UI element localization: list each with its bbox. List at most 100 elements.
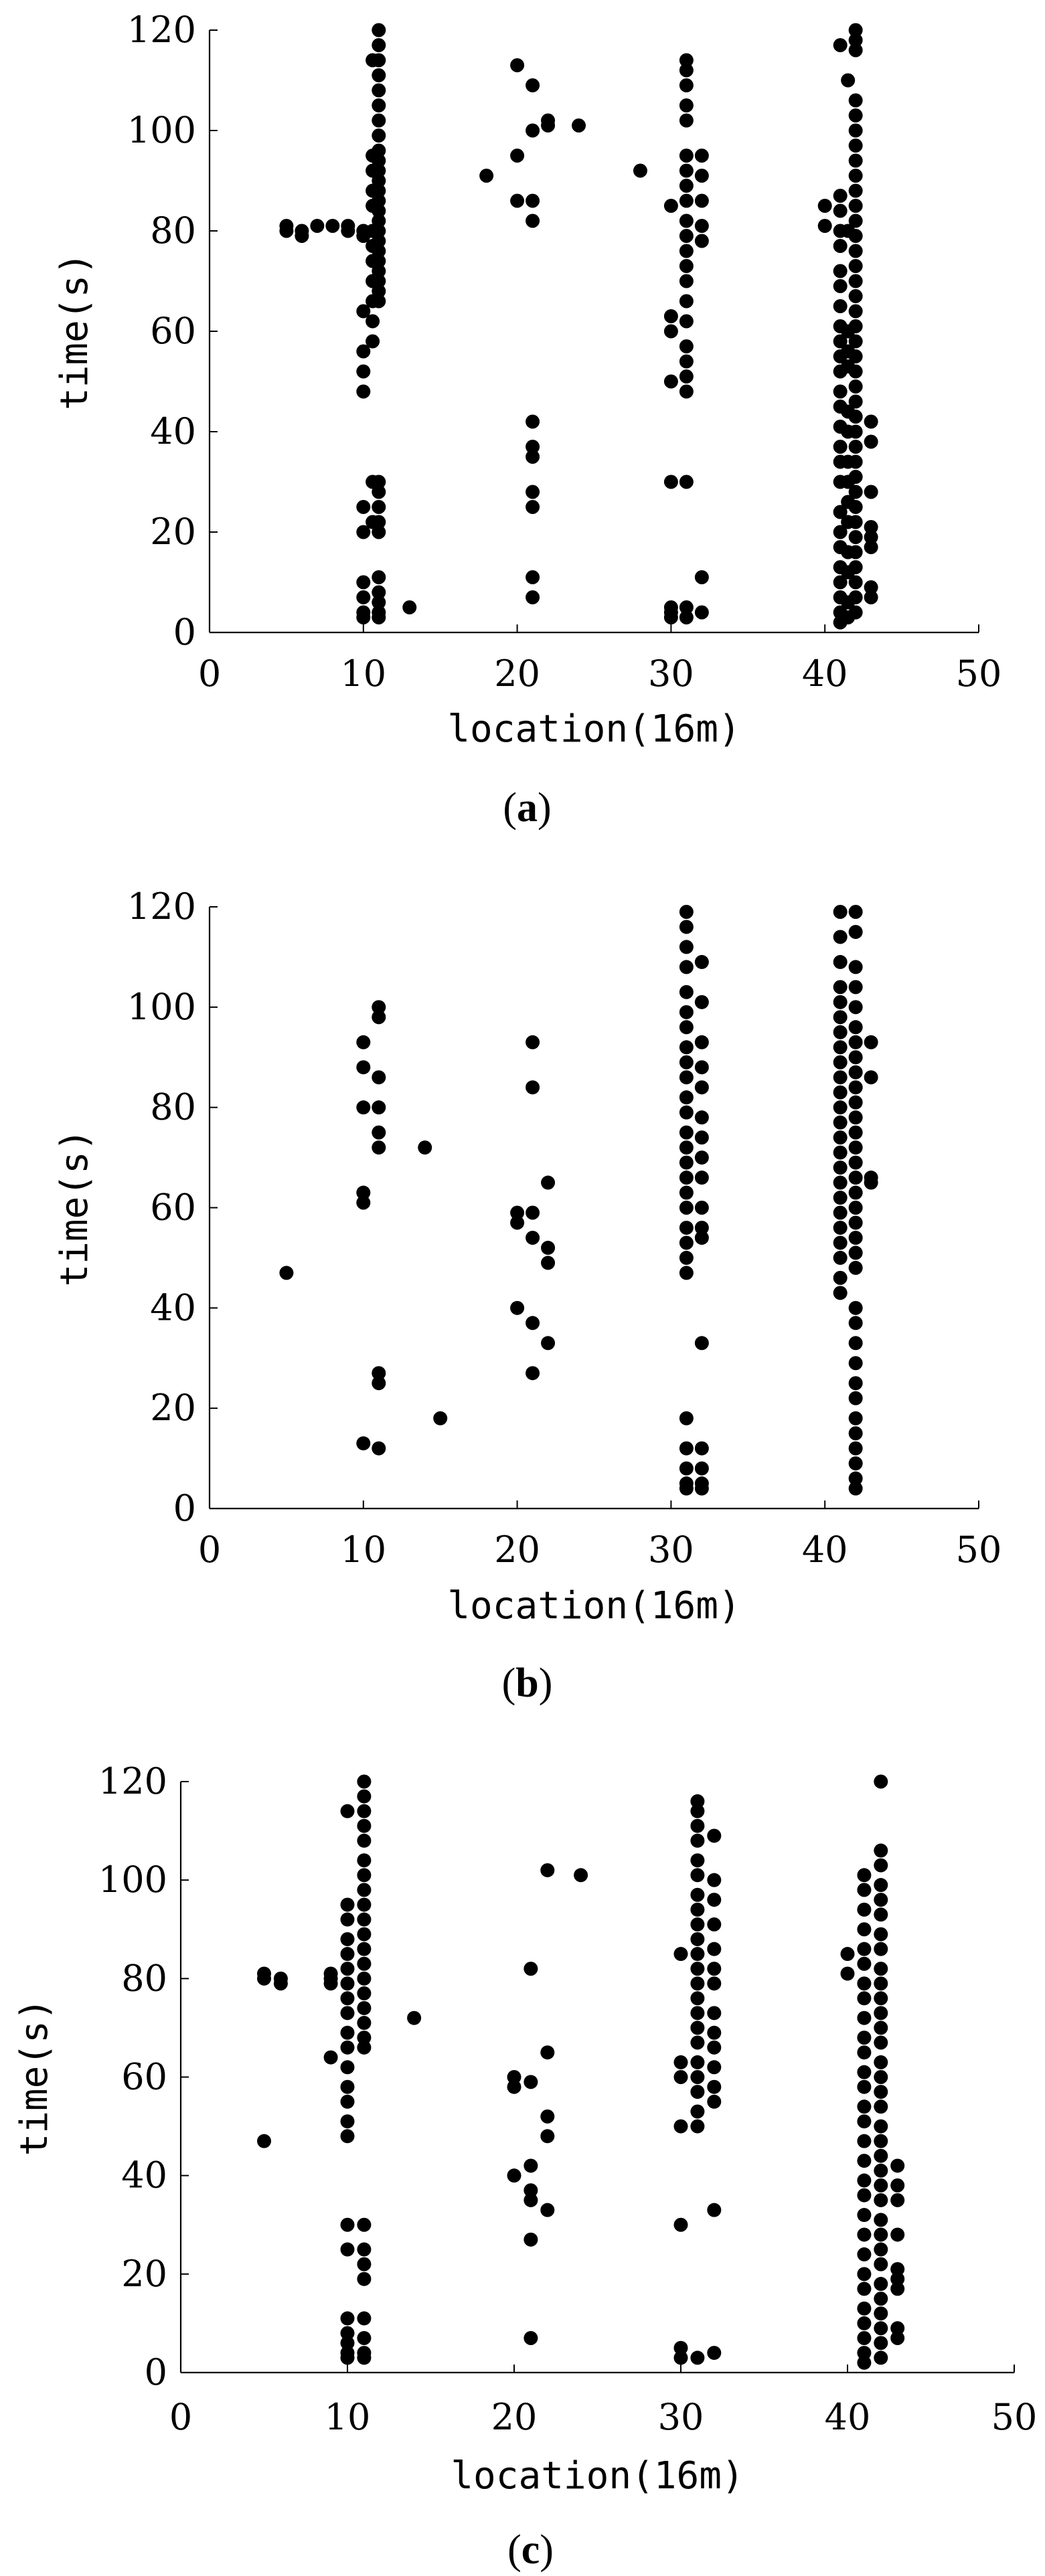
data-point	[690, 1902, 705, 1917]
data-point	[864, 540, 878, 554]
data-point	[690, 1868, 705, 1883]
data-point	[663, 309, 678, 323]
data-point	[833, 1286, 848, 1300]
data-point	[541, 1336, 556, 1351]
data-point	[848, 1471, 863, 1486]
x-tick-label: 40	[802, 1529, 848, 1571]
data-point	[833, 525, 848, 539]
data-point	[694, 1150, 709, 1165]
data-point	[848, 1020, 863, 1035]
data-point	[295, 229, 309, 243]
data-point	[833, 440, 848, 454]
data-point	[874, 1976, 888, 1991]
data-point	[833, 264, 848, 278]
panel-label-letter: a	[517, 785, 538, 831]
data-point	[864, 590, 878, 604]
y-tick-label: 0	[173, 611, 196, 653]
data-point	[679, 1070, 694, 1085]
data-point	[874, 2336, 888, 2350]
data-point	[679, 1125, 694, 1140]
data-point	[694, 1110, 709, 1125]
data-point	[357, 1804, 372, 1818]
panel-label-letter: c	[521, 2527, 540, 2573]
data-point	[357, 1986, 372, 2000]
data-point	[407, 2010, 422, 2025]
data-point	[372, 98, 386, 112]
data-point	[540, 2203, 555, 2217]
data-point	[833, 930, 848, 944]
data-point	[874, 2163, 888, 2178]
data-point	[707, 1828, 722, 1843]
data-point	[366, 294, 380, 309]
data-point	[848, 605, 863, 620]
data-point	[340, 1976, 355, 1991]
data-point	[357, 2217, 372, 2232]
data-point	[663, 324, 678, 339]
data-point	[366, 224, 380, 238]
data-point	[890, 2330, 905, 2345]
y-tick-label: 100	[98, 1859, 167, 1901]
data-point	[833, 1115, 848, 1130]
data-point	[541, 1240, 556, 1255]
data-point	[848, 470, 863, 484]
data-point	[679, 384, 694, 399]
data-point	[694, 234, 709, 248]
data-point	[841, 73, 856, 88]
data-point	[694, 1230, 709, 1245]
data-point	[372, 264, 386, 278]
data-point	[526, 590, 540, 604]
data-point	[707, 2060, 722, 2075]
data-point	[848, 485, 863, 499]
data-point	[848, 244, 863, 258]
data-point	[524, 2158, 538, 2173]
data-point	[325, 219, 340, 233]
data-point	[890, 2321, 905, 2336]
data-point	[418, 1140, 432, 1155]
data-point	[857, 2267, 872, 2282]
data-point	[679, 53, 694, 68]
x-tick-label: 50	[991, 2396, 1038, 2438]
data-point	[857, 1883, 872, 1897]
data-point	[526, 1035, 540, 1049]
data-point	[372, 1125, 386, 1140]
data-point	[864, 434, 878, 449]
data-point	[357, 1833, 372, 1848]
data-point	[848, 379, 863, 394]
y-tick-label: 80	[121, 1957, 167, 1999]
data-point	[833, 1055, 848, 1069]
data-point	[857, 2316, 872, 2330]
data-point	[694, 1461, 709, 1476]
data-point	[848, 1080, 863, 1095]
y-tick-label: 80	[150, 209, 196, 252]
data-point	[372, 1100, 386, 1115]
data-point	[690, 1931, 705, 1946]
y-tick-label: 120	[127, 885, 196, 928]
data-point	[679, 1155, 694, 1170]
data-point	[357, 1956, 372, 1971]
data-point	[279, 224, 294, 238]
data-point	[848, 980, 863, 995]
data-point	[340, 2079, 355, 2094]
data-point	[679, 960, 694, 974]
data-point	[510, 193, 525, 208]
data-point	[857, 2099, 872, 2114]
y-tick-label: 120	[98, 1760, 167, 1802]
data-point	[848, 1110, 863, 1125]
data-point	[848, 424, 863, 439]
data-point	[663, 475, 678, 489]
data-point	[690, 2055, 705, 2069]
data-point	[874, 2257, 888, 2271]
data-point	[848, 139, 863, 153]
data-point	[679, 920, 694, 934]
data-point	[690, 2035, 705, 2050]
x-tick-label: 50	[956, 653, 1002, 695]
data-point	[540, 1863, 555, 1877]
data-point	[366, 239, 380, 253]
data-point	[833, 1235, 848, 1250]
data-point	[833, 1161, 848, 1175]
data-point	[848, 924, 863, 939]
data-point	[356, 1195, 371, 1210]
data-point	[357, 1818, 372, 1833]
x-tick-label: 20	[494, 1529, 540, 1571]
data-point	[848, 1426, 863, 1441]
